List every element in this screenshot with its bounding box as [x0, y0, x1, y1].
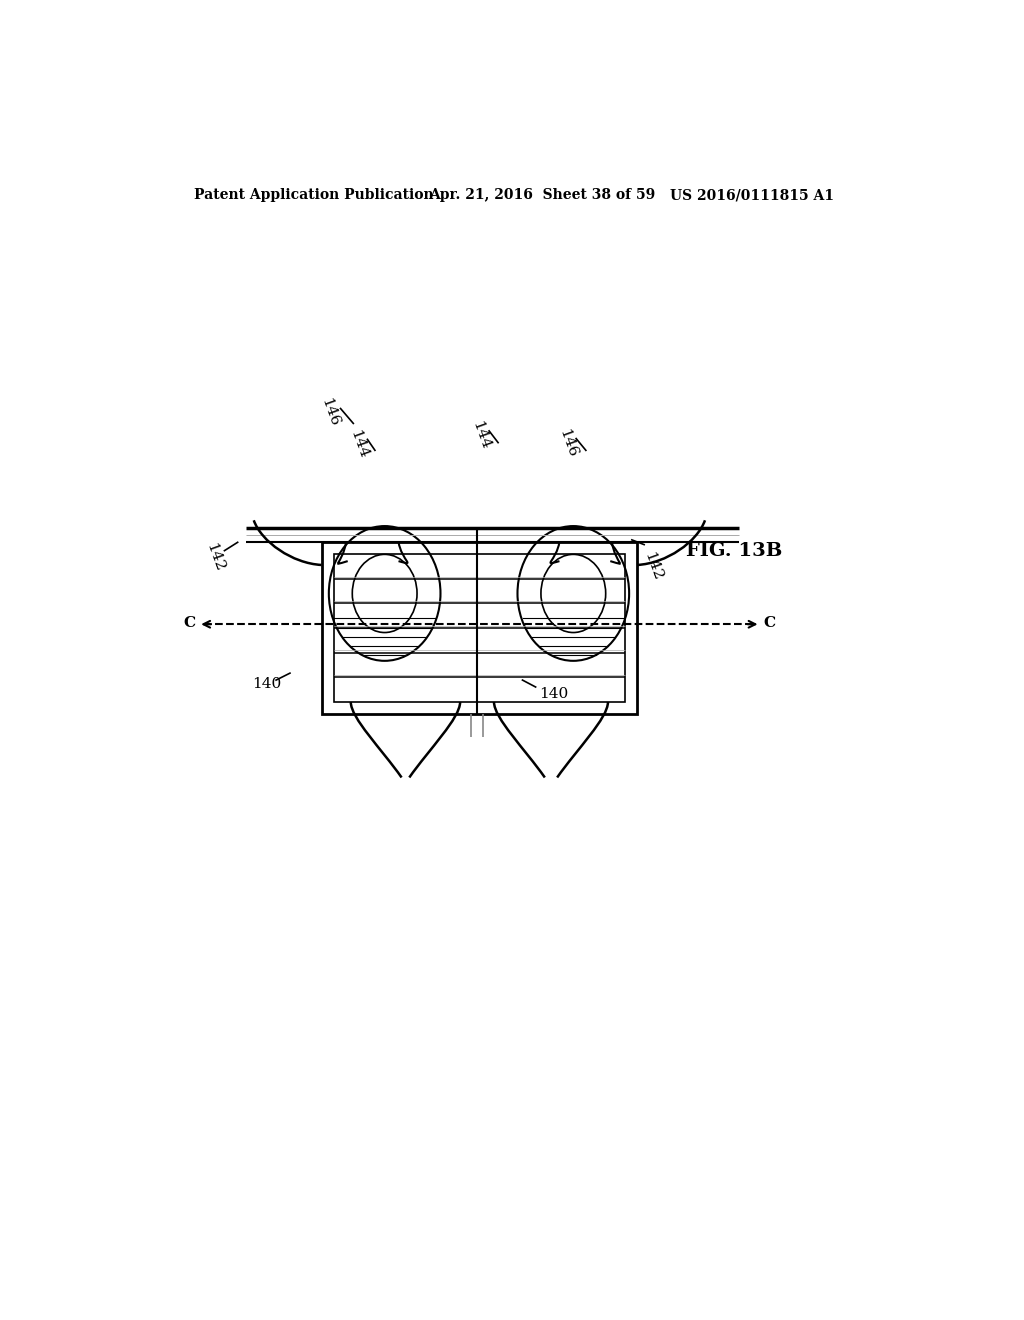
Bar	[334, 554, 625, 702]
Text: Patent Application Publication: Patent Application Publication	[194, 189, 433, 202]
Text: 142: 142	[641, 550, 665, 582]
Text: FIG. 13B: FIG. 13B	[686, 543, 783, 560]
Text: C: C	[764, 616, 776, 631]
Text: 146: 146	[557, 428, 580, 459]
Text: 140: 140	[252, 677, 282, 690]
Text: US 2016/0111815 A1: US 2016/0111815 A1	[670, 189, 834, 202]
Text: 144: 144	[347, 428, 371, 461]
Text: 146: 146	[318, 396, 341, 429]
Bar	[322, 543, 637, 714]
Text: 142: 142	[204, 541, 226, 573]
Text: 144: 144	[469, 420, 493, 451]
Text: Apr. 21, 2016  Sheet 38 of 59: Apr. 21, 2016 Sheet 38 of 59	[429, 189, 655, 202]
Text: C: C	[183, 616, 196, 631]
Text: 140: 140	[539, 686, 568, 701]
